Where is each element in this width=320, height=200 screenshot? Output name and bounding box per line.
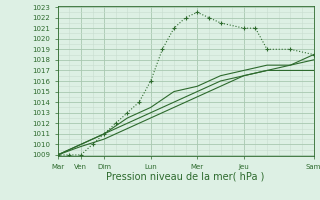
X-axis label: Pression niveau de la mer( hPa ): Pression niveau de la mer( hPa ) [107, 171, 265, 181]
